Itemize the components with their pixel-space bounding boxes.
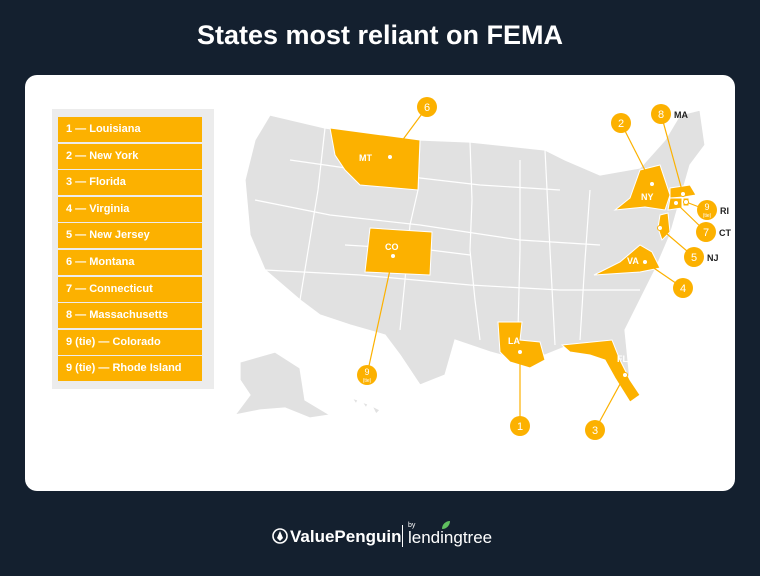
nj-callout-label: NJ — [707, 253, 719, 263]
valuepenguin-logo: ValuePenguin — [290, 527, 402, 546]
montana-shape — [329, 127, 421, 191]
callout-number: 6 — [424, 102, 430, 114]
page-title: States most reliant on FEMA — [196, 20, 564, 50]
callout-va — [673, 278, 693, 298]
callout-ny — [611, 113, 631, 133]
hawaii-shape — [350, 396, 382, 416]
ct-callout-label: CT — [719, 228, 731, 238]
new-york-shape — [613, 164, 671, 211]
ranking-legend: 1 — Louisiana 2 — New York 3 — Florida 4… — [52, 109, 214, 390]
co-label: CO — [385, 242, 399, 252]
map-card: 1 — Louisiana 2 — New York 3 — Florida 4… — [25, 75, 735, 491]
colorado-shape — [364, 227, 433, 276]
florida-shape — [560, 339, 641, 403]
legend-item: 4 — Virginia — [58, 196, 202, 222]
callout-number: 7 — [703, 227, 709, 239]
virginia-shape — [593, 244, 661, 276]
callout-co — [357, 365, 377, 385]
callout-ct — [696, 222, 716, 242]
legend-item: 1 — Louisiana — [58, 117, 202, 142]
legend-item: 9 (tie) — Rhode Island — [58, 356, 202, 382]
legend-item: 6 — Montana — [58, 249, 202, 275]
callout-la — [510, 416, 530, 436]
callout-ri — [697, 200, 717, 220]
callout-number: 9 — [704, 202, 709, 212]
penguin-icon — [272, 528, 288, 544]
la-label: LA — [508, 336, 520, 346]
footer: ValuePenguin by lendingtree — [0, 520, 760, 550]
legend-item: 8 — Massachusetts — [58, 303, 202, 329]
mt-label: MT — [359, 153, 372, 163]
legend-item: 7 — Connecticut — [58, 276, 202, 302]
callout-number: 9 — [364, 367, 369, 377]
legend-item: 9 (tie) — Colorado — [58, 329, 202, 355]
callout-number: 8 — [658, 109, 664, 121]
callout-number: 1 — [517, 421, 523, 433]
callout-number: 4 — [680, 283, 686, 295]
by-text: by — [408, 522, 416, 529]
callout-ma — [651, 104, 671, 124]
leaf-icon — [442, 521, 450, 529]
legend-item: 2 — New York — [58, 143, 202, 169]
callout-fl — [585, 420, 605, 440]
callout-mt — [417, 97, 437, 117]
ny-label: NY — [641, 192, 654, 202]
callout-number: 5 — [691, 252, 697, 264]
alaska-shape — [233, 351, 332, 419]
callout-number: 3 — [592, 425, 598, 437]
callout-nj — [684, 247, 704, 267]
callout-number: 2 — [618, 118, 624, 130]
legend-item: 3 — Florida — [58, 170, 202, 196]
legend-item: 5 — New Jersey — [58, 223, 202, 249]
callout-tie-note: (tie) — [363, 378, 372, 384]
ma-callout-label: MA — [674, 110, 688, 120]
logo-divider — [402, 525, 403, 547]
callout-tie-note: (tie) — [703, 213, 712, 219]
lendingtree-logo: lendingtree — [408, 528, 493, 547]
us-map: MT CO LA FL VA NY 6 9 (tie) 1 3 4 — [233, 97, 731, 440]
louisiana-shape — [497, 321, 546, 369]
va-label: VA — [627, 256, 639, 266]
ri-callout-label: RI — [720, 206, 729, 216]
fl-label: FL — [617, 354, 628, 364]
